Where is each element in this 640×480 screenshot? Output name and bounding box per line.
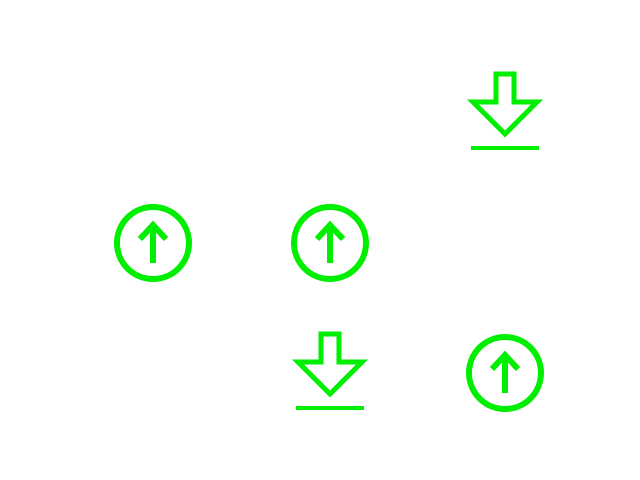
upload-circle-icon xyxy=(291,204,369,282)
download-icon xyxy=(466,71,544,150)
upload-button-middle[interactable] xyxy=(290,203,370,283)
upload-button-right[interactable] xyxy=(465,333,545,413)
upload-button-left[interactable] xyxy=(113,203,193,283)
download-icon xyxy=(291,331,369,410)
download-button-top[interactable] xyxy=(465,70,545,150)
upload-circle-icon xyxy=(114,204,192,282)
upload-circle-icon xyxy=(466,334,544,412)
download-button-bottom[interactable] xyxy=(290,330,370,410)
